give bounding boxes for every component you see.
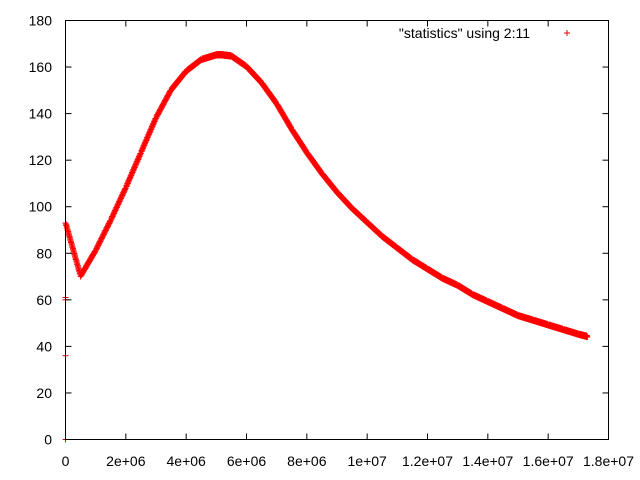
x-tick-label: 1.2e+07	[402, 453, 453, 469]
y-tick-label: 180	[29, 13, 53, 29]
y-tick-label: 80	[36, 245, 52, 261]
data-point	[107, 217, 114, 224]
data-point	[584, 334, 591, 341]
x-tick-label: 0	[62, 453, 70, 469]
x-tick-label: 8e+06	[287, 453, 327, 469]
x-axis: 0 2e+06 4e+06 6e+06 8e+06 1e+07 1.2e+07 1.4e+07…	[62, 20, 634, 469]
x-tick-label: 2e+06	[106, 453, 146, 469]
x-tick-label: 1.8e+07	[583, 453, 634, 469]
legend-label: "statistics" using 2:11	[399, 25, 530, 41]
legend: "statistics" using 2:11	[399, 25, 570, 41]
x-tick-label: 1.4e+07	[462, 453, 513, 469]
x-tick-label: 1.6e+07	[523, 453, 574, 469]
data-marks	[62, 51, 591, 443]
x-tick-label: 1e+07	[348, 453, 388, 469]
legend-marker-glyph	[564, 30, 570, 36]
y-tick-label: 0	[44, 432, 52, 448]
y-tick-label: 40	[36, 338, 52, 354]
plot-frame	[65, 20, 609, 440]
y-tick-label: 120	[29, 152, 53, 168]
x-tick-label: 4e+06	[167, 453, 207, 469]
y-tick-label: 100	[29, 199, 53, 215]
x-tick-label: 6e+06	[227, 453, 267, 469]
y-tick-label: 20	[36, 385, 52, 401]
y-axis: 0 20 40 60 80 100 120 140 160 180	[29, 13, 609, 448]
y-tick-label: 160	[29, 59, 53, 75]
legend-marker	[564, 30, 570, 36]
data-point	[92, 247, 99, 254]
y-tick-label: 140	[29, 106, 53, 122]
y-tick-label: 60	[36, 292, 52, 308]
